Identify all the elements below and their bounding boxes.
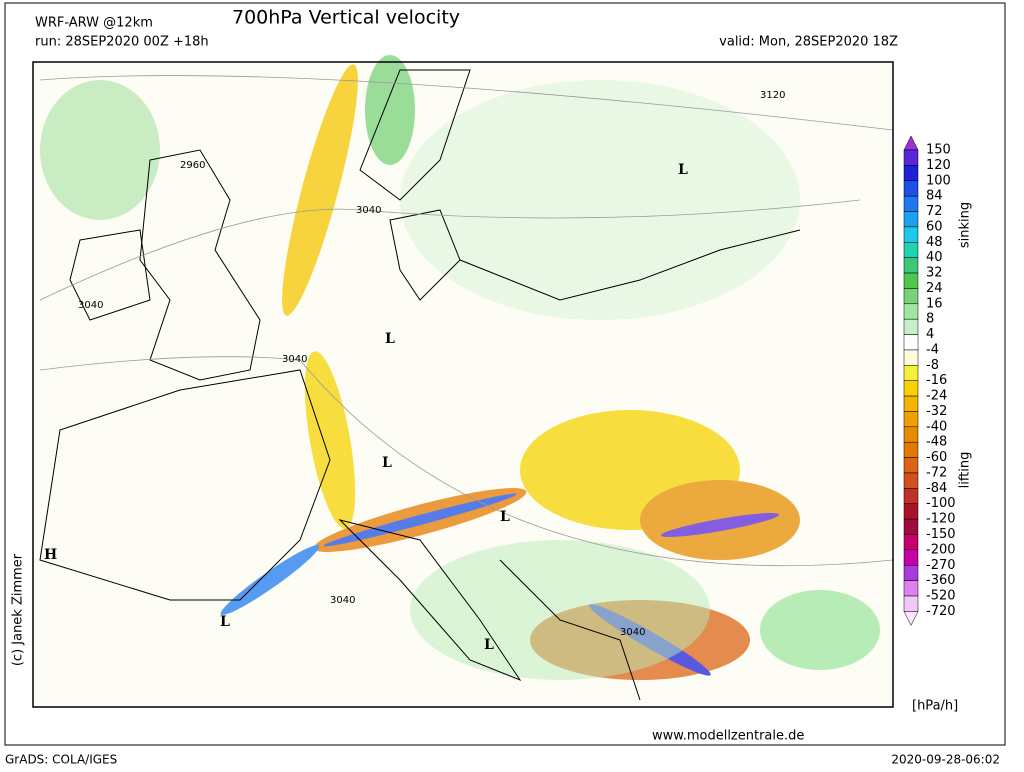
colorbar-segment (903, 365, 919, 381)
sinking-label: sinking (958, 202, 973, 248)
colorbar-segment (903, 565, 919, 581)
colorbar-label: 24 (926, 281, 943, 296)
credit: (c) Janek Zimmer (11, 553, 26, 666)
low-pressure: L (382, 455, 392, 471)
colorbar-label: -520 (926, 589, 956, 604)
colorbar-label: 16 (926, 296, 943, 311)
software-label: GrADS: COLA/IGES (5, 753, 117, 767)
colorbar-label: 4 (926, 327, 934, 342)
colorbar-segment (903, 411, 919, 428)
colorbar-segment (903, 488, 919, 504)
low-pressure: L (484, 637, 494, 653)
geopotential-contours (39, 75, 894, 567)
colorbar-segment (903, 518, 919, 535)
lifting-label: lifting (958, 452, 973, 489)
coastlines (39, 69, 801, 701)
low-pressure: L (678, 162, 688, 178)
field-shading (40, 55, 880, 680)
colorbar-label: -48 (926, 435, 947, 450)
website: www.modellzentrale.de (652, 729, 804, 744)
colorbar-segment (903, 534, 919, 551)
colorbar-label: -360 (926, 573, 956, 588)
title: 700hPa Vertical velocity (232, 7, 460, 29)
unit-label: [hPa/h] (912, 699, 958, 714)
colorbar-segment (903, 457, 919, 474)
colorbar-segment (903, 441, 919, 458)
model-label: WRF-ARW @12km (35, 16, 153, 31)
colorbar-label: -40 (926, 419, 947, 434)
colorbar-label: -24 (926, 389, 947, 404)
colorbar-label: 150 (926, 143, 951, 158)
colorbar-segment (903, 426, 919, 443)
colorbar-segment (903, 595, 919, 612)
colorbar-segment (903, 242, 919, 258)
colorbar-segment (903, 165, 919, 182)
colorbar-label: -16 (926, 373, 947, 388)
colorbar-segment (903, 334, 919, 351)
colorbar-label: 72 (926, 204, 943, 219)
colorbar-segment (903, 226, 919, 243)
colorbar-label: -4 (926, 342, 939, 357)
colorbar-label: -8 (926, 358, 939, 373)
run-label: run: 28SEP2020 00Z +18h (35, 35, 209, 50)
low-pressure: L (500, 509, 510, 525)
colorbar-segment (903, 395, 919, 412)
contour-label: 3120 (760, 90, 785, 101)
colorbar-label: -150 (926, 527, 956, 542)
colorbar-label: 100 (926, 173, 951, 188)
colorbar-segment (903, 503, 919, 520)
colorbar-label: -84 (926, 481, 947, 496)
high-pressure: H (44, 547, 57, 563)
valid-label: valid: Mon, 28SEP2020 18Z (719, 35, 898, 50)
colorbar-label: -32 (926, 404, 947, 419)
contour-label: 3040 (78, 300, 103, 311)
colorbar-label: 8 (926, 312, 934, 327)
colorbar-segment (903, 211, 919, 228)
contour-label: 3040 (282, 354, 307, 365)
colorbar-segment (903, 380, 919, 397)
colorbar-segment (903, 318, 919, 335)
colorbar-segment (903, 149, 919, 166)
colorbar: 150120100847260484032241684-4-8-16-24-32… (903, 135, 956, 626)
colorbar-segment (903, 549, 919, 566)
colorbar-label: -60 (926, 450, 947, 465)
colorbar-label: 40 (926, 250, 943, 265)
colorbar-label: 48 (926, 235, 943, 250)
colorbar-label: -270 (926, 558, 956, 573)
colorbar-segment (903, 180, 919, 197)
low-pressure: L (385, 331, 395, 347)
colorbar-label: -72 (926, 465, 947, 480)
colorbar-segment (903, 580, 919, 597)
colorbar-label: -100 (926, 496, 956, 511)
colorbar-segment (903, 303, 919, 320)
colorbar-segment (903, 349, 919, 366)
contour-label: 2960 (180, 160, 205, 171)
contour-label: 3040 (620, 627, 645, 638)
contour-label: 3040 (356, 205, 381, 216)
low-pressure: L (220, 614, 230, 630)
colorbar-label: -120 (926, 512, 956, 527)
colorbar-segment (903, 195, 919, 212)
colorbar-label: 32 (926, 266, 943, 281)
colorbar-segment (903, 472, 919, 489)
contour-label: 3040 (330, 595, 355, 606)
map-frame (32, 61, 894, 708)
colorbar-segment (903, 288, 919, 305)
colorbar-label: 120 (926, 158, 951, 173)
colorbar-bottom (903, 611, 919, 626)
colorbar-label: 84 (926, 189, 943, 204)
colorbar-segment (903, 257, 919, 274)
colorbar-segment (903, 272, 919, 289)
timestamp: 2020-09-28-06:02 (891, 753, 1000, 767)
colorbar-label: -720 (926, 604, 956, 619)
colorbar-label: -200 (926, 542, 956, 557)
colorbar-label: 60 (926, 219, 943, 234)
map: 3120 2960 3040 3040 3040 3040 3040 L L L… (32, 55, 894, 708)
